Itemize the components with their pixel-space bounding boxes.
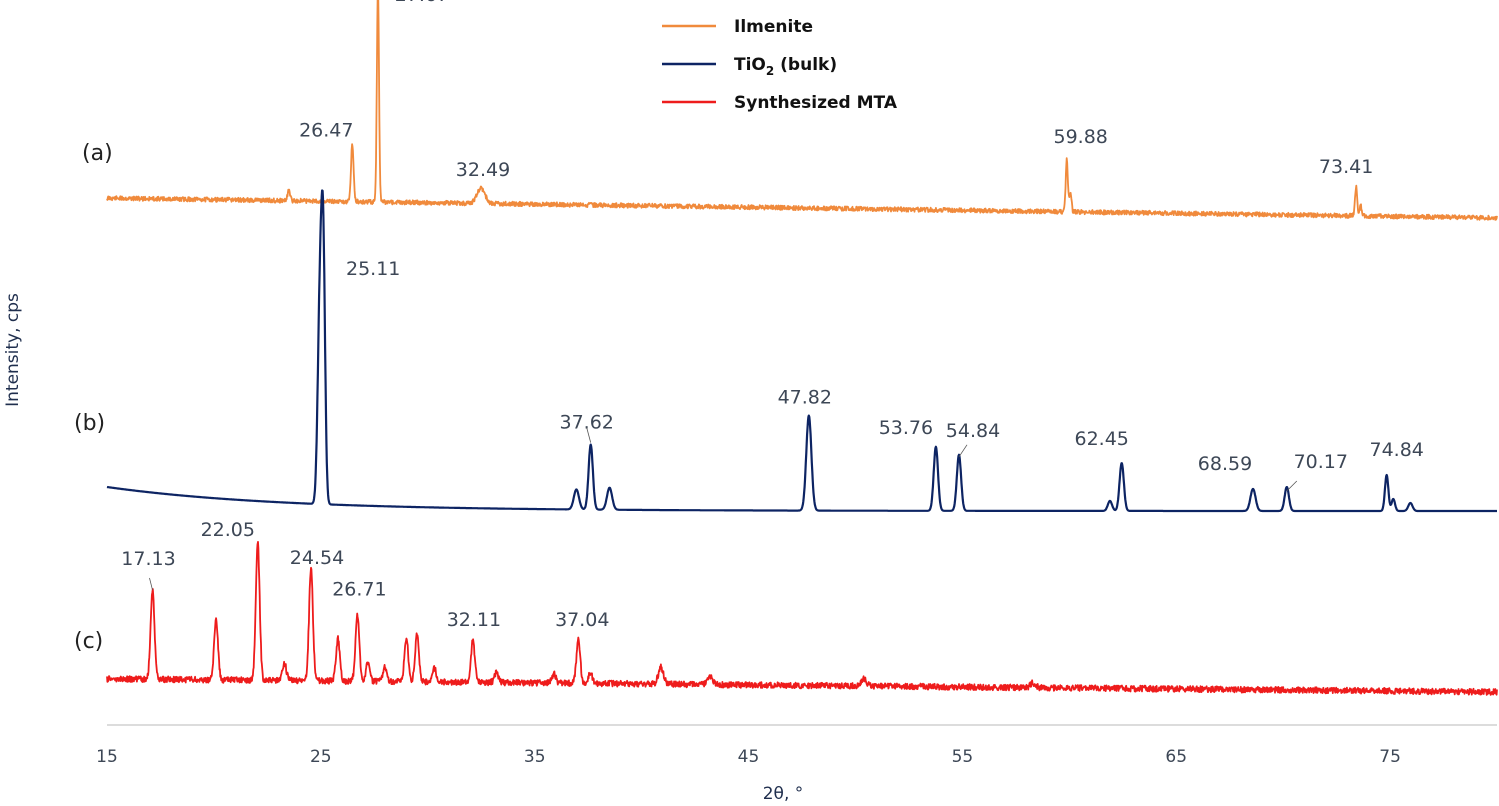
traces (106, 0, 1498, 696)
leader-line-54-84 (958, 444, 968, 458)
x-tick-label-65: 65 (1165, 747, 1187, 767)
x-tick-label-75: 75 (1379, 747, 1401, 767)
panel-label-c: (c) (74, 629, 103, 654)
peak-label-53-76: 53.76 (879, 417, 933, 439)
peak-label-68-59: 68.59 (1198, 453, 1252, 475)
leader-lines (149, 427, 1298, 591)
peak-label-32-11: 32.11 (447, 609, 501, 631)
y-axis-title: Intensity, cps (3, 293, 23, 407)
peak-label-37-62: 37.62 (559, 412, 613, 434)
legend-tio2-main: TiO (734, 55, 766, 75)
peak-label-62-45: 62.45 (1074, 428, 1128, 450)
leader-line-37-62 (586, 427, 592, 443)
peak-label-37-04: 37.04 (555, 609, 609, 631)
x-tick-label-35: 35 (524, 747, 546, 767)
panel-label-b: (b) (74, 411, 105, 436)
x-tick-label-15: 15 (96, 747, 118, 767)
peak-label-26-47: 26.47 (299, 119, 353, 141)
legend-label-mta: Synthesized MTA (734, 93, 898, 113)
peak-label-17-13: 17.13 (121, 548, 175, 570)
legend-label-tio2: TiO2 (bulk) (734, 55, 837, 78)
peak-label-73-41: 73.41 (1319, 156, 1373, 178)
peak-label-59-88: 59.88 (1053, 126, 1107, 148)
peak-labels: 26.47 27.67 32.49 59.88 73.41 25.11 37.62 47.82… (121, 0, 1424, 631)
peak-label-24-54: 24.54 (290, 547, 344, 569)
series-line-ilmenite (106, 0, 1498, 221)
x-tick-label-45: 45 (738, 747, 760, 767)
peak-label-74-84: 74.84 (1369, 439, 1423, 461)
legend-label-ilmenite: Ilmenite (734, 17, 813, 37)
x-tick-label-25: 25 (310, 747, 332, 767)
legend-tio2-sub: 2 (766, 64, 774, 78)
x-axis-title: 2θ, ° (763, 784, 804, 804)
x-tick-labels: 15 25 35 45 55 65 75 (96, 747, 1401, 767)
peak-label-22-05: 22.05 (201, 519, 255, 541)
peak-label-47-82: 47.82 (778, 387, 832, 409)
legend-tio2-rest: (bulk) (774, 55, 837, 75)
panel-label-a: (a) (82, 141, 113, 166)
peak-label-26-71: 26.71 (332, 578, 386, 600)
peak-label-27-67: 27.67 (395, 0, 449, 6)
peak-label-32-49: 32.49 (456, 159, 510, 181)
leader-line-17-13 (149, 577, 153, 591)
peak-label-25-11: 25.11 (346, 258, 400, 280)
peak-label-70-17: 70.17 (1294, 451, 1348, 473)
series-line-mta (106, 541, 1498, 696)
series-line-tio2 (106, 189, 1498, 513)
peak-label-54-84: 54.84 (946, 420, 1000, 442)
leader-line-70-17 (1286, 480, 1298, 492)
x-tick-label-55: 55 (952, 747, 974, 767)
legend: Ilmenite TiO2 (bulk) Synthesized MTA (662, 17, 898, 113)
